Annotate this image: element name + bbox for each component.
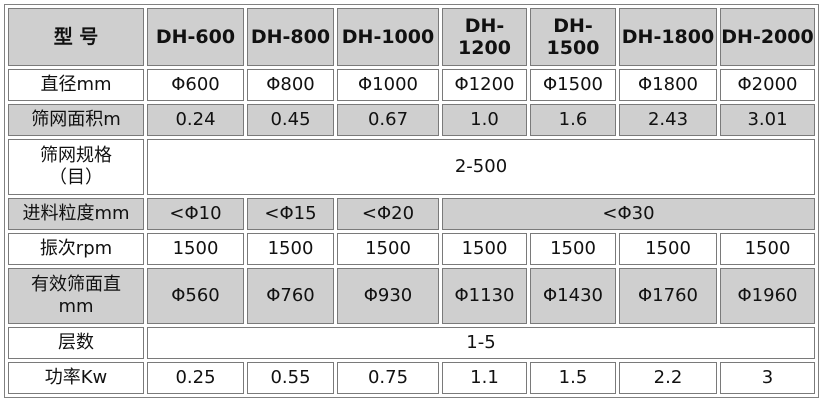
mesh-value: 2-500 — [147, 139, 815, 195]
model-header: DH-1200 — [442, 8, 527, 66]
cell-merged: <Φ30 — [442, 198, 815, 230]
spec-table: 型 号 DH-600 DH-800 DH-1000 DH-1200 DH-150… — [4, 4, 819, 398]
cell: 0.75 — [337, 362, 439, 394]
cell: Φ600 — [147, 69, 244, 101]
cell: 1.1 — [442, 362, 527, 394]
header-label: 型 号 — [8, 8, 144, 66]
model-header: DH-2000 — [720, 8, 815, 66]
cell: Φ1800 — [619, 69, 717, 101]
cell: 0.55 — [247, 362, 334, 394]
cell: <Φ10 — [147, 198, 244, 230]
row-layers: 层数 1-5 — [8, 327, 815, 359]
row-label: 直径mm — [8, 69, 144, 101]
cell: Φ800 — [247, 69, 334, 101]
cell: Φ2000 — [720, 69, 815, 101]
cell: Φ1760 — [619, 268, 717, 324]
cell: 0.67 — [337, 104, 439, 136]
row-power: 功率Kw 0.25 0.55 0.75 1.1 1.5 2.2 3 — [8, 362, 815, 394]
cell: Φ1500 — [530, 69, 616, 101]
row-label: 筛网规格（目） — [8, 139, 144, 195]
cell: Φ1430 — [530, 268, 616, 324]
cell: Φ560 — [147, 268, 244, 324]
row-label: 筛网面积m — [8, 104, 144, 136]
cell: Φ1000 — [337, 69, 439, 101]
row-label: 进料粒度mm — [8, 198, 144, 230]
row-rpm: 振次rpm 1500 1500 1500 1500 1500 1500 1500 — [8, 233, 815, 265]
cell: 1500 — [720, 233, 815, 265]
cell: 1500 — [337, 233, 439, 265]
row-diameter: 直径mm Φ600 Φ800 Φ1000 Φ1200 Φ1500 Φ1800 Φ2000 — [8, 69, 815, 101]
cell: 1500 — [530, 233, 616, 265]
cell: 2.2 — [619, 362, 717, 394]
cell: <Φ15 — [247, 198, 334, 230]
cell: 1500 — [247, 233, 334, 265]
cell: Φ1960 — [720, 268, 815, 324]
cell: 0.45 — [247, 104, 334, 136]
model-header: DH-600 — [147, 8, 244, 66]
cell: 1500 — [619, 233, 717, 265]
cell: 0.24 — [147, 104, 244, 136]
cell: 1.6 — [530, 104, 616, 136]
model-header: DH-1500 — [530, 8, 616, 66]
row-area: 筛网面积m 0.24 0.45 0.67 1.0 1.6 2.43 3.01 — [8, 104, 815, 136]
model-header: DH-800 — [247, 8, 334, 66]
cell: 0.25 — [147, 362, 244, 394]
cell: 1.5 — [530, 362, 616, 394]
row-label: 层数 — [8, 327, 144, 359]
row-feed: 进料粒度mm <Φ10 <Φ15 <Φ20 <Φ30 — [8, 198, 815, 230]
row-effective: 有效筛面直mm Φ560 Φ760 Φ930 Φ1130 Φ1430 Φ1760 Φ1960 — [8, 268, 815, 324]
row-label: 功率Kw — [8, 362, 144, 394]
cell: Φ760 — [247, 268, 334, 324]
cell: 2.43 — [619, 104, 717, 136]
header-row: 型 号 DH-600 DH-800 DH-1000 DH-1200 DH-150… — [8, 8, 815, 66]
cell: 3.01 — [720, 104, 815, 136]
row-label: 振次rpm — [8, 233, 144, 265]
cell: 1500 — [147, 233, 244, 265]
layers-value: 1-5 — [147, 327, 815, 359]
cell: 1500 — [442, 233, 527, 265]
cell: 1.0 — [442, 104, 527, 136]
cell: Φ1130 — [442, 268, 527, 324]
cell: <Φ20 — [337, 198, 439, 230]
model-header: DH-1800 — [619, 8, 717, 66]
cell: Φ930 — [337, 268, 439, 324]
model-header: DH-1000 — [337, 8, 439, 66]
row-label: 有效筛面直mm — [8, 268, 144, 324]
row-mesh: 筛网规格（目） 2-500 — [8, 139, 815, 195]
cell: Φ1200 — [442, 69, 527, 101]
cell: 3 — [720, 362, 815, 394]
